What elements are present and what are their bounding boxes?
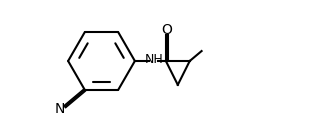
Text: NH: NH (145, 53, 163, 66)
Text: N: N (55, 102, 65, 116)
Text: O: O (161, 23, 172, 37)
